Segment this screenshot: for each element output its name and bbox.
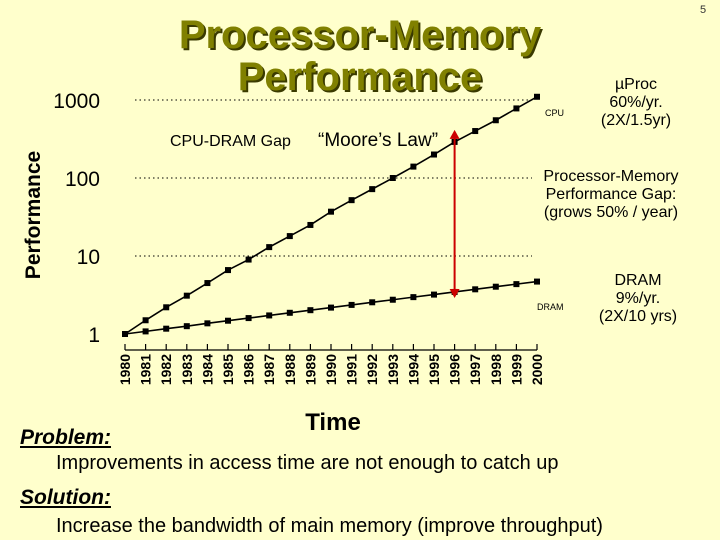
page-number: 5 <box>700 4 707 16</box>
dram-point-1994 <box>410 294 417 301</box>
x-tick-label-1988: 1988 <box>282 354 298 385</box>
x-tick-label-1989: 1989 <box>302 354 318 385</box>
x-tick-label-1990: 1990 <box>323 354 339 385</box>
gap-arrow-head-down <box>449 288 460 298</box>
dram-point-1980 <box>122 331 128 337</box>
x-tick-label-1998: 1998 <box>488 354 504 385</box>
dram-point-2000 <box>534 278 540 285</box>
slide-title-line1: Processor-Memory <box>178 13 542 57</box>
uproc-growth-note: µProc 60%/yr. (2X/1.5yr) <box>590 76 682 130</box>
x-tick-label-1982: 1982 <box>158 354 174 385</box>
x-tick-label-1983: 1983 <box>179 354 195 385</box>
dram-point-1991 <box>348 301 355 308</box>
uproc-note-line3: (2X/1.5yr) <box>600 112 672 129</box>
dram-point-1989 <box>307 307 314 314</box>
cpu-point-1982 <box>163 304 170 311</box>
x-tick-label-1996: 1996 <box>447 354 463 385</box>
dram-note-line2: 9%/yr. <box>615 290 661 307</box>
dram-point-1987 <box>266 312 273 319</box>
cpu-point-1983 <box>183 292 190 299</box>
cpu-series-label: CPU <box>545 108 564 118</box>
problem-text: Improvements in access time are not enou… <box>56 452 559 474</box>
cpu-point-1992 <box>369 186 376 193</box>
x-tick-label-1993: 1993 <box>385 354 401 385</box>
cpu-point-1995 <box>431 151 437 158</box>
dram-growth-note: DRAM 9%/yr. (2X/10 yrs) <box>582 272 694 326</box>
x-tick-label-1987: 1987 <box>261 354 277 385</box>
x-tick-label-1980: 1980 <box>117 354 133 385</box>
cpu-point-1986 <box>245 256 252 263</box>
x-tick-label-1999: 1999 <box>508 354 524 385</box>
x-tick-label-1985: 1985 <box>220 354 236 385</box>
cpu-point-1990 <box>328 208 334 215</box>
gap-note-line2: Performance Gap: <box>545 186 677 203</box>
dram-point-1984 <box>204 320 211 327</box>
solution-text: Increase the bandwidth of main memory (i… <box>56 515 603 537</box>
grid-layer <box>135 99 532 257</box>
cpu-point-2000 <box>534 93 540 100</box>
x-tick-label-1984: 1984 <box>199 354 215 385</box>
dram-point-1986 <box>245 315 252 322</box>
x-tick-label-1981: 1981 <box>138 354 154 385</box>
dram-point-1999 <box>513 281 520 288</box>
dram-point-1985 <box>225 317 231 324</box>
x-tick-label-2000: 2000 <box>529 354 545 385</box>
x-tick-label-1986: 1986 <box>241 354 257 385</box>
x-tick-label-1992: 1992 <box>364 354 380 385</box>
y-tick-label-1000: 1000 <box>53 90 100 113</box>
gap-note-line3: (grows 50% / year) <box>543 204 679 221</box>
dram-point-1997 <box>472 286 479 293</box>
x-tick-label-1995: 1995 <box>426 354 442 385</box>
cpu-point-1999 <box>513 105 520 112</box>
series-layer <box>122 93 540 337</box>
slide-title: Processor-Memory Performance <box>140 14 580 98</box>
cpu-point-1987 <box>266 244 273 251</box>
dram-point-1990 <box>328 304 334 311</box>
slide-title-line2: Performance <box>237 55 483 99</box>
dram-point-1995 <box>431 291 437 298</box>
cpu-point-1998 <box>492 117 499 124</box>
x-tick-label-1991: 1991 <box>344 354 360 385</box>
cpu-point-1984 <box>204 280 211 287</box>
label-layer: CPU-DRAM Gap “Moore’s Law” CPU DRAM <box>170 108 564 312</box>
cpu-point-1993 <box>389 175 396 181</box>
dram-note-line1: DRAM <box>614 272 662 289</box>
cpu-point-1989 <box>307 221 314 228</box>
y-tick-label-10: 10 <box>77 246 100 269</box>
problem-label: Problem: <box>20 426 112 449</box>
dram-series-label: DRAM <box>537 302 564 312</box>
uproc-note-line1: µProc <box>614 76 658 93</box>
y-tick-label-1: 1 <box>88 324 100 347</box>
dram-point-1998 <box>492 283 499 290</box>
dram-point-1992 <box>369 299 376 306</box>
cpu-point-1981 <box>142 317 149 324</box>
y-axis-title: Performance <box>22 151 45 279</box>
cpu-point-1994 <box>410 163 417 170</box>
x-tick-label-1994: 1994 <box>405 354 421 385</box>
dram-point-1993 <box>389 296 396 303</box>
dram-point-1982 <box>163 325 170 332</box>
cpu-point-1988 <box>286 233 293 240</box>
gap-arrow-head-up <box>449 129 460 139</box>
moores-law-label: “Moore’s Law” <box>318 130 438 151</box>
gap-arrow-layer <box>449 129 460 298</box>
cpu-point-1985 <box>225 267 231 274</box>
x-tick-label-1997: 1997 <box>467 354 483 385</box>
performance-gap-note: Processor-Memory Performance Gap: (grows… <box>522 168 700 222</box>
cpu-point-1997 <box>472 128 479 135</box>
uproc-note-line2: 60%/yr. <box>609 94 663 111</box>
cpu-point-1991 <box>348 197 355 204</box>
dram-note-line3: (2X/10 yrs) <box>598 308 678 325</box>
y-tick-label-100: 100 <box>65 168 100 191</box>
cpu-dram-gap-label: CPU-DRAM Gap <box>170 133 291 150</box>
x-axis-title: Time <box>305 409 361 436</box>
solution-label: Solution: <box>20 486 111 509</box>
gap-note-line1: Processor-Memory <box>543 168 679 185</box>
dram-point-1983 <box>183 323 190 330</box>
dram-point-1988 <box>286 309 293 316</box>
dram-point-1981 <box>142 328 149 335</box>
